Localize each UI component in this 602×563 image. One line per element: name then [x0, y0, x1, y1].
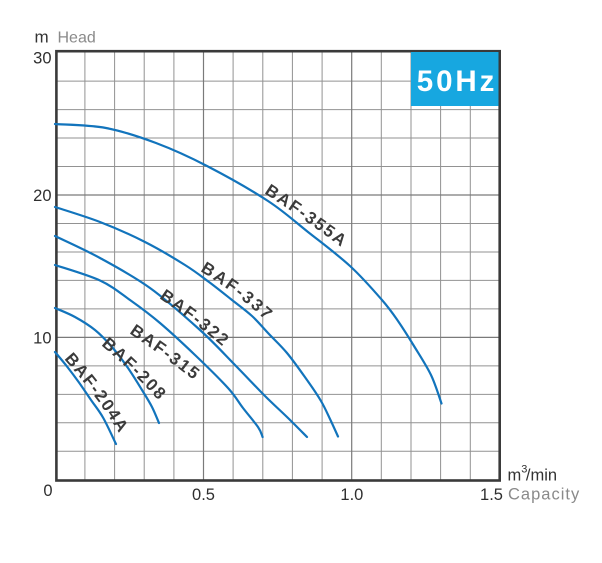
svg-text:m3/min: m3/min	[508, 464, 558, 485]
svg-text:1.5: 1.5	[480, 486, 503, 504]
svg-text:0: 0	[43, 482, 52, 500]
svg-text:30: 30	[33, 49, 51, 67]
svg-text:0.5: 0.5	[192, 486, 215, 504]
svg-text:Capacity: Capacity	[508, 486, 580, 504]
svg-text:Head: Head	[58, 30, 96, 47]
svg-text:m: m	[35, 28, 49, 47]
svg-text:10: 10	[33, 330, 51, 348]
svg-text:20: 20	[33, 187, 51, 205]
svg-text:50Hz: 50Hz	[417, 65, 497, 98]
svg-text:1.0: 1.0	[340, 486, 363, 504]
